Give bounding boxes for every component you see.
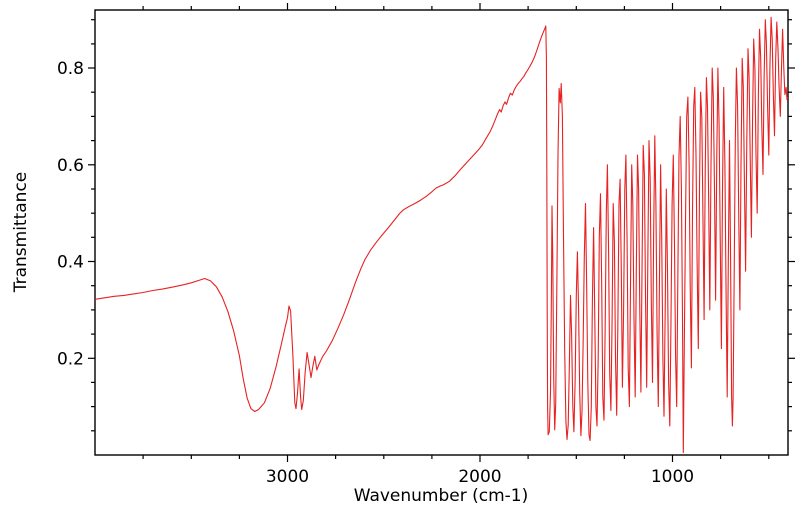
x-tick-label: 2000	[458, 467, 501, 487]
y-axis-label: Transmittance	[11, 171, 31, 293]
y-tick-label: 0.4	[57, 252, 84, 272]
plot-frame	[94, 9, 789, 456]
y-tick-label: 0.2	[57, 349, 84, 369]
y-tick-label: 0.6	[57, 156, 84, 176]
x-axis-label: Wavenumber (cm-1)	[353, 486, 529, 506]
x-tick-label: 3000	[266, 467, 309, 487]
y-tick-label: 0.8	[57, 59, 84, 79]
x-tick-label: 1000	[651, 467, 694, 487]
spectrum-line	[95, 16, 788, 454]
